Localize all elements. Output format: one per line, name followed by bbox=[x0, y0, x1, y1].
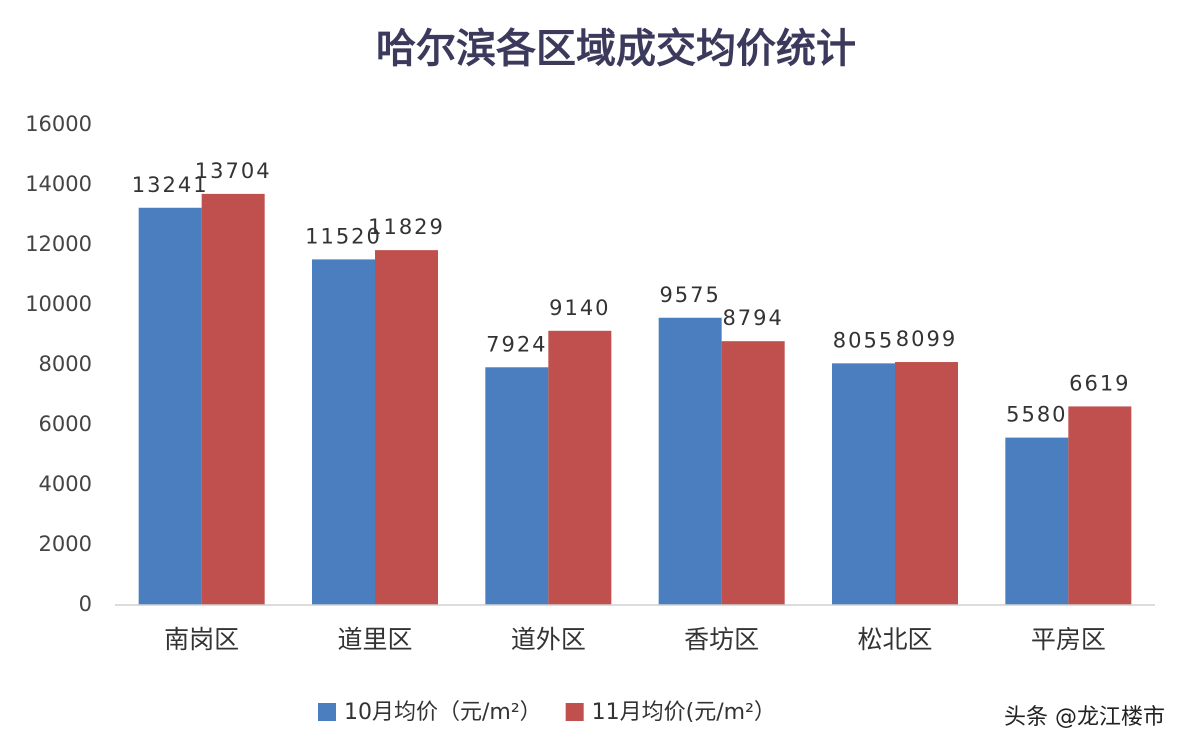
x-tick-label: 南岗区 bbox=[164, 625, 239, 654]
legend-swatch bbox=[318, 703, 336, 721]
value-label: 13241 bbox=[132, 173, 209, 197]
value-label: 9140 bbox=[549, 296, 610, 320]
bar bbox=[721, 341, 785, 605]
bar bbox=[312, 259, 375, 605]
bar bbox=[658, 317, 722, 605]
legend-label: 11月均价(元/m²） bbox=[592, 700, 776, 725]
value-label: 8794 bbox=[722, 306, 783, 330]
bar bbox=[548, 330, 612, 605]
y-tick-label: 6000 bbox=[39, 412, 92, 436]
y-tick-label: 4000 bbox=[39, 472, 92, 496]
y-tick-label: 14000 bbox=[25, 172, 92, 196]
value-label: 13704 bbox=[195, 159, 272, 183]
y-tick-label: 2000 bbox=[39, 532, 92, 556]
y-tick-label: 12000 bbox=[25, 232, 92, 256]
value-label: 6619 bbox=[1069, 371, 1130, 395]
bar bbox=[138, 207, 202, 605]
legend-swatch bbox=[565, 703, 584, 721]
value-label: 7924 bbox=[486, 332, 547, 356]
y-tick-label: 8000 bbox=[39, 352, 92, 376]
x-tick-label: 道里区 bbox=[337, 625, 412, 654]
bar bbox=[485, 367, 549, 605]
legend-label: 10月均价（元/m²） bbox=[344, 700, 542, 725]
bar bbox=[1005, 437, 1069, 605]
x-tick-label: 道外区 bbox=[511, 625, 586, 654]
x-tick-label: 香坊区 bbox=[684, 625, 759, 654]
x-tick-label: 平房区 bbox=[1031, 625, 1106, 654]
value-label: 8099 bbox=[896, 327, 957, 351]
y-tick-label: 10000 bbox=[25, 292, 92, 316]
value-label: 11829 bbox=[368, 215, 445, 239]
bar bbox=[375, 250, 438, 605]
source-watermark: 头条 @龙江楼市 bbox=[1004, 705, 1165, 730]
value-label: 11520 bbox=[305, 224, 382, 248]
bar bbox=[1068, 406, 1132, 605]
bar bbox=[832, 363, 895, 605]
bar bbox=[895, 362, 958, 605]
value-label: 5580 bbox=[1006, 403, 1067, 427]
y-tick-label: 0 bbox=[79, 592, 92, 616]
value-label: 9575 bbox=[659, 283, 720, 307]
bar bbox=[201, 193, 265, 605]
x-tick-label: 松北区 bbox=[857, 625, 932, 654]
value-label: 8055 bbox=[833, 328, 894, 352]
y-tick-label: 16000 bbox=[25, 112, 92, 136]
chart-title: 哈尔滨各区域成交均价统计 bbox=[376, 25, 856, 72]
